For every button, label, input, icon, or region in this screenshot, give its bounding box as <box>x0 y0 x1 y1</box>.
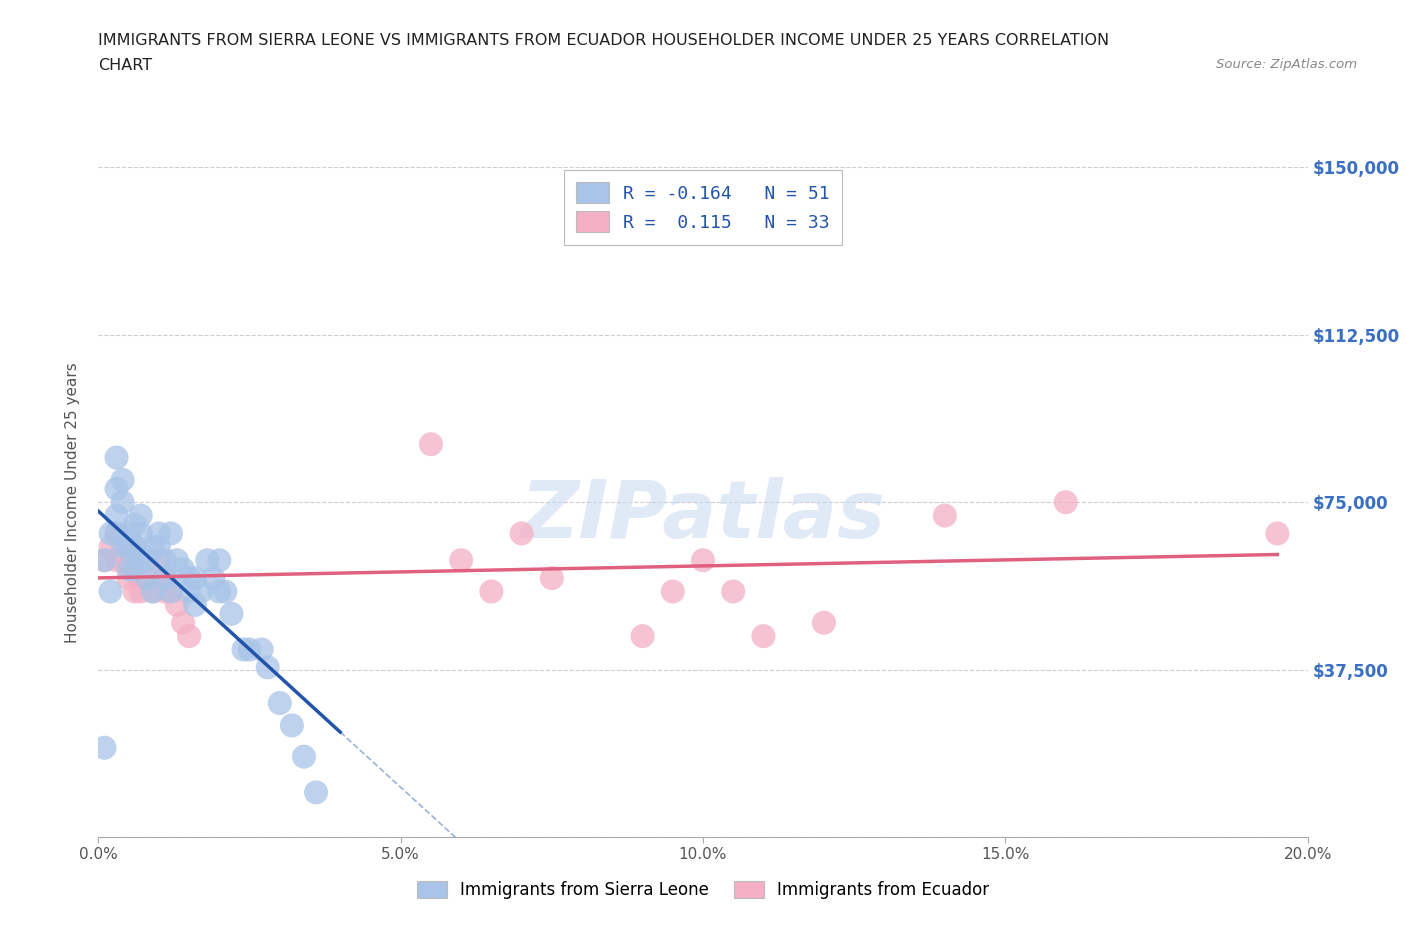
Point <box>153 571 176 586</box>
Point <box>179 584 201 599</box>
Point <box>111 472 134 487</box>
Point <box>100 584 122 599</box>
Point <box>179 571 201 586</box>
Point <box>723 584 745 599</box>
Point <box>105 552 128 567</box>
Point <box>100 526 122 541</box>
Point <box>179 629 201 644</box>
Point <box>269 696 291 711</box>
Point <box>129 526 152 541</box>
Point <box>1054 495 1077 510</box>
Point <box>135 571 157 586</box>
Point <box>153 584 176 599</box>
Point <box>135 571 157 586</box>
Point <box>148 552 170 567</box>
Point <box>292 750 315 764</box>
Legend: Immigrants from Sierra Leone, Immigrants from Ecuador: Immigrants from Sierra Leone, Immigrants… <box>411 874 995 906</box>
Point <box>105 526 128 541</box>
Point <box>93 552 115 567</box>
Point <box>540 571 562 586</box>
Point <box>239 642 262 657</box>
Point <box>100 539 122 554</box>
Point <box>420 437 443 452</box>
Point <box>305 785 328 800</box>
Point <box>662 584 685 599</box>
Point <box>752 629 775 644</box>
Point <box>232 642 254 657</box>
Point <box>172 562 194 577</box>
Point <box>142 584 165 599</box>
Point <box>481 584 503 599</box>
Point <box>129 508 152 523</box>
Point <box>142 584 165 599</box>
Point <box>934 508 956 523</box>
Point <box>105 526 128 541</box>
Point <box>135 552 157 567</box>
Point <box>208 584 231 599</box>
Point <box>111 495 134 510</box>
Point <box>692 552 714 567</box>
Point <box>124 517 146 532</box>
Point <box>166 552 188 567</box>
Point <box>118 552 141 567</box>
Point <box>166 597 188 612</box>
Text: IMMIGRANTS FROM SIERRA LEONE VS IMMIGRANTS FROM ECUADOR HOUSEHOLDER INCOME UNDER: IMMIGRANTS FROM SIERRA LEONE VS IMMIGRAN… <box>98 33 1109 47</box>
Point <box>631 629 654 644</box>
Point <box>160 584 183 599</box>
Point <box>148 526 170 541</box>
Point <box>195 552 218 567</box>
Point <box>281 718 304 733</box>
Point <box>93 552 115 567</box>
Point <box>124 584 146 599</box>
Point <box>105 508 128 523</box>
Point <box>118 571 141 586</box>
Point <box>184 597 207 612</box>
Point <box>118 562 141 577</box>
Point <box>221 606 243 621</box>
Point <box>105 482 128 497</box>
Point <box>148 539 170 554</box>
Point <box>256 660 278 675</box>
Point <box>142 539 165 554</box>
Point <box>202 571 225 586</box>
Point <box>111 539 134 554</box>
Point <box>160 584 183 599</box>
Point <box>153 571 176 586</box>
Point <box>214 584 236 599</box>
Point <box>118 539 141 554</box>
Point <box>118 526 141 541</box>
Point <box>153 552 176 567</box>
Point <box>129 584 152 599</box>
Text: Source: ZipAtlas.com: Source: ZipAtlas.com <box>1216 58 1357 71</box>
Point <box>160 526 183 541</box>
Text: CHART: CHART <box>98 58 152 73</box>
Point <box>111 552 134 567</box>
Point <box>208 552 231 567</box>
Point <box>124 539 146 554</box>
Text: ZIPatlas: ZIPatlas <box>520 476 886 554</box>
Y-axis label: Householder Income Under 25 years: Householder Income Under 25 years <box>65 362 80 643</box>
Point <box>450 552 472 567</box>
Point <box>813 616 835 631</box>
Point <box>1267 526 1289 541</box>
Point <box>124 562 146 577</box>
Point <box>93 740 115 755</box>
Point <box>124 539 146 554</box>
Point <box>184 571 207 586</box>
Point <box>250 642 273 657</box>
Point <box>105 450 128 465</box>
Point <box>510 526 533 541</box>
Point <box>172 616 194 631</box>
Point <box>190 584 212 599</box>
Point <box>129 552 152 567</box>
